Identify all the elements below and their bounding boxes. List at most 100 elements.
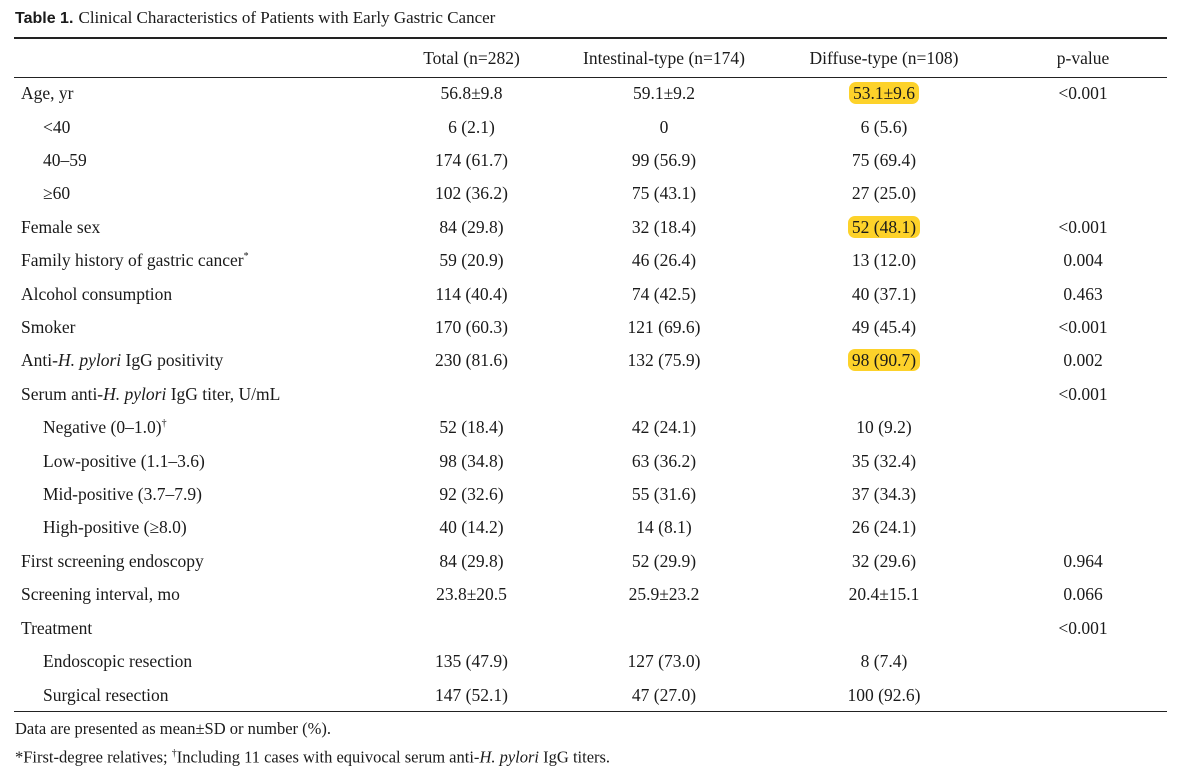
row-label: Alcohol consumption [21, 283, 173, 304]
header-rule [14, 77, 1167, 78]
cell-diffuse: 98 (90.7) [769, 344, 999, 377]
cell-diffuse: 100 (92.6) [847, 684, 921, 705]
row-label: Endoscopic resection [43, 651, 193, 672]
table-row: Negative (0–1.0)† 52 (18.4) 42 (24.1) 10 (9… [14, 411, 1167, 444]
cell-p-value: <0.001 [1058, 83, 1108, 104]
row-label: First screening endoscopy [21, 550, 204, 571]
cell-p-value: 0.066 [1063, 584, 1103, 605]
row-label: Negative (0–1.0)† [43, 417, 167, 438]
cell-total: 147 (52.1) [435, 684, 508, 705]
highlighted-value: 52 (48.1) [847, 215, 921, 238]
cell-total: 92 (32.6) [439, 484, 504, 505]
table-row: Female sex 84 (29.8) 32 (18.4) 52 (48.1) <0.… [14, 211, 1167, 244]
footnote-mark-dagger: † [171, 748, 177, 759]
table-row: Surgical resection 147 (52.1) 47 (27.0) 100… [14, 678, 1167, 711]
cell-p-value: <0.001 [1058, 617, 1108, 638]
cell-intestinal: 55 (31.6) [631, 484, 697, 505]
cell-diffuse: 40 (37.1) [851, 283, 917, 304]
cell-p-value [999, 645, 1167, 678]
table-footnotes: Data are presented as mean±SD or number … [15, 716, 610, 770]
row-label: Surgical resection [43, 684, 169, 705]
row-label: Smoker [21, 317, 76, 338]
cell-diffuse: 37 (34.3) [851, 484, 917, 505]
cell-p-value: 0.964 [1063, 550, 1103, 571]
cell-p-value: <0.001 [1058, 383, 1108, 404]
cell-p-value: <0.001 [1058, 317, 1108, 338]
cell-intestinal: 121 (69.6) [627, 317, 701, 338]
table-row: Smoker 170 (60.3) 121 (69.6) 49 (45.4) <0.00… [14, 311, 1167, 344]
cell-p-value: 0.002 [1063, 350, 1103, 371]
bottom-rule [14, 711, 1167, 712]
cell-intestinal: 32 (18.4) [631, 216, 697, 237]
top-rule [14, 37, 1167, 39]
table-row: High-positive (≥8.0) 40 (14.2) 14 (8.1) 26 … [14, 511, 1167, 544]
characteristics-table: Total (n=282) Intestinal-type (n=174) Di… [14, 40, 1167, 712]
footnote-mark-asterisk: * [15, 747, 24, 767]
cell-total: 52 (18.4) [439, 417, 504, 438]
cell-total: 174 (61.7) [435, 150, 508, 171]
highlighted-value: 53.1±9.6 [848, 82, 920, 105]
cell-total: 135 (47.9) [435, 651, 508, 672]
cell-total: 40 (14.2) [439, 517, 504, 538]
row-label: High-positive (≥8.0) [43, 517, 187, 538]
cell-p-value: 0.004 [1063, 250, 1103, 271]
table-row: Family history of gastric cancer* 59 (20.… [14, 244, 1167, 277]
cell-p-value [999, 144, 1167, 177]
table-row: 40–59 174 (61.7) 99 (56.9) 75 (69.4) [14, 144, 1167, 177]
cell-p-value: <0.001 [1058, 216, 1108, 237]
cell-diffuse [769, 378, 999, 411]
cell-diffuse: 10 (9.2) [856, 417, 912, 438]
cell-intestinal: 75 (43.1) [631, 183, 697, 204]
table-caption: Table 1. Clinical Characteristics of Pat… [15, 8, 495, 28]
cell-intestinal: 99 (56.9) [631, 150, 697, 171]
header-row: Total (n=282) Intestinal-type (n=174) Di… [14, 40, 1167, 77]
cell-diffuse: 26 (24.1) [851, 517, 917, 538]
row-label: Age, yr [21, 83, 74, 104]
cell-diffuse: 53.1±9.6 [769, 77, 999, 110]
table-row: First screening endoscopy 84 (29.8) 52 (29… [14, 545, 1167, 578]
cell-total: 114 (40.4) [435, 283, 508, 304]
cell-diffuse: 13 (12.0) [851, 250, 917, 271]
cell-diffuse: 32 (29.6) [851, 550, 917, 571]
table-row: <40 6 (2.1) 0 6 (5.6) [14, 110, 1167, 143]
row-label: Screening interval, mo [21, 584, 180, 605]
cell-intestinal: 14 (8.1) [636, 517, 692, 538]
table-row: Treatment <0.001 [14, 612, 1167, 645]
table-row: Serum anti-H. pylori IgG titer, U/mL <0.0… [14, 378, 1167, 411]
header-diffuse: Diffuse-type (n=108) [809, 48, 959, 68]
cell-diffuse: 75 (69.4) [851, 150, 917, 171]
cell-intestinal: 127 (73.0) [627, 651, 701, 672]
cell-intestinal: 0 [659, 116, 669, 137]
cell-diffuse: 49 (45.4) [851, 317, 917, 338]
cell-intestinal: 59.1±9.2 [632, 83, 696, 104]
header-characteristic [14, 40, 384, 77]
table-row: Anti-H. pylori IgG positivity 230 (81.6) 1… [14, 344, 1167, 377]
cell-p-value [999, 444, 1167, 477]
table-body: Age, yr 56.8±9.8 59.1±9.2 53.1±9.6 <0.001 <40… [14, 77, 1167, 712]
cell-p-value [999, 411, 1167, 444]
cell-intestinal: 47 (27.0) [631, 684, 697, 705]
row-label: ≥60 [43, 183, 71, 204]
cell-intestinal: 46 (26.4) [631, 250, 697, 271]
table-row: Endoscopic resection 135 (47.9) 127 (73.0)… [14, 645, 1167, 678]
table-title: Clinical Characteristics of Patients wit… [78, 8, 496, 27]
row-label: Mid-positive (3.7–7.9) [43, 484, 202, 505]
row-label: Family history of gastric cancer* [21, 250, 249, 271]
cell-p-value [999, 478, 1167, 511]
cell-p-value [999, 177, 1167, 210]
cell-total: 6 (2.1) [448, 116, 495, 137]
cell-diffuse: 20.4±15.1 [848, 584, 920, 605]
row-label: Treatment [21, 617, 93, 638]
cell-total: 23.8±20.5 [436, 584, 507, 605]
cell-intestinal [559, 612, 769, 645]
row-label: Serum anti-H. pylori IgG titer, U/mL [21, 383, 281, 404]
cell-diffuse [769, 612, 999, 645]
cell-diffuse: 27 (25.0) [851, 183, 917, 204]
cell-intestinal: 63 (36.2) [631, 450, 697, 471]
cell-p-value [999, 678, 1167, 711]
cell-total: 59 (20.9) [439, 250, 504, 271]
table-row: ≥60 102 (36.2) 75 (43.1) 27 (25.0) [14, 177, 1167, 210]
table-row: Screening interval, mo 23.8±20.5 25.9±23.2… [14, 578, 1167, 611]
table-row: Alcohol consumption 114 (40.4) 74 (42.5) 40… [14, 277, 1167, 310]
cell-total: 170 (60.3) [435, 317, 508, 338]
